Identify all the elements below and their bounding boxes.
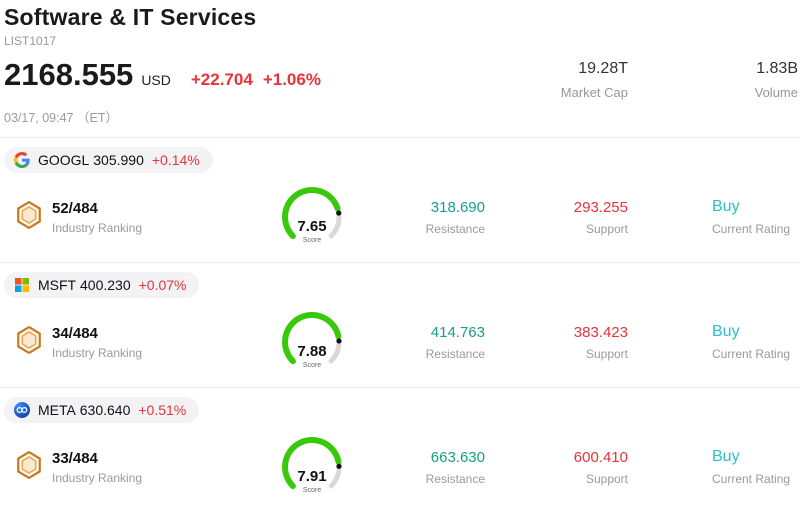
score-gauge: 7.91 Score [270, 434, 370, 500]
ticker-and-price: MSFT 400.230 [38, 277, 131, 293]
rating-cell[interactable]: Buy Current Rating [628, 448, 800, 486]
support-cell: 383.423 Support [485, 324, 628, 361]
header-stats: 19.28T Market Cap 1.83B Volume [418, 58, 800, 100]
rating-value: Buy [712, 198, 740, 215]
market-cap-label: Market Cap [560, 85, 628, 100]
ticker-change-percent: +0.51% [138, 402, 187, 418]
industry-ranking-cell: 52/484 Industry Ranking [16, 200, 270, 235]
score-label: Score [302, 237, 322, 244]
page: Software & IT Services LIST1017 2168.555… [0, 0, 800, 494]
price-change-percent: +1.06% [262, 70, 321, 89]
ticker-pill-googl[interactable]: GOOGL 305.990 +0.14% [4, 147, 213, 173]
score-gauge-arc [282, 187, 342, 240]
ranking-label: Industry Ranking [52, 220, 143, 235]
rating-label: Current Rating [712, 472, 791, 486]
resistance-value: 318.690 [430, 198, 485, 216]
google-logo-icon [14, 152, 30, 168]
support-label: Support [585, 471, 628, 486]
ranking-value: 34/484 [52, 324, 98, 342]
volume-stat: 1.83B Volume [628, 58, 800, 100]
resistance-cell: 663.630 Resistance [370, 449, 485, 486]
support-value: 600.410 [573, 448, 628, 466]
price-row: 2168.555 USD +22.704 +1.06% 19.28T Marke… [4, 57, 800, 101]
ticker-and-price: META 630.640 [38, 402, 131, 418]
ranking-badge-icon [16, 325, 42, 359]
score-gauge: 7.65 Score [270, 184, 370, 250]
score-gauge-arc [282, 437, 342, 490]
score-value: 7.88 [297, 343, 327, 360]
support-label: Support [585, 346, 628, 361]
resistance-value: 663.630 [430, 448, 485, 466]
meta-logo-icon [14, 402, 30, 418]
rating-cell[interactable]: Buy Current Rating [628, 323, 800, 361]
page-title: Software & IT Services [4, 4, 257, 30]
ranking-value: 33/484 [52, 449, 98, 467]
stock-row-meta[interactable]: META 630.640 +0.51% 33/484 Industry Rank… [0, 387, 800, 512]
ticker-pill-msft[interactable]: MSFT 400.230 +0.07% [4, 272, 200, 298]
ranking-label: Industry Ranking [52, 470, 143, 485]
score-value: 7.65 [297, 218, 327, 235]
support-cell: 600.410 Support [485, 449, 628, 486]
price-change: +22.704 [190, 70, 253, 89]
currency-label: USD [141, 72, 171, 88]
rating-cell[interactable]: Buy Current Rating [628, 198, 800, 236]
resistance-label: Resistance [425, 346, 485, 361]
industry-ranking-cell: 33/484 Industry Ranking [16, 450, 270, 485]
industry-ranking-cell: 34/484 Industry Ranking [16, 325, 270, 360]
rating-label: Current Rating [712, 222, 791, 236]
volume-value: 1.83B [756, 60, 798, 77]
index-price: 2168.555 [4, 57, 134, 92]
score-gauge: 7.88 Score [270, 309, 370, 375]
resistance-cell: 414.763 Resistance [370, 324, 485, 361]
ticker-change-percent: +0.14% [151, 152, 200, 168]
constituent-list: GOOGL 305.990 +0.14% 52/484 Industry Ran… [0, 137, 800, 512]
ticker-change-percent: +0.07% [138, 277, 187, 293]
resistance-label: Resistance [425, 471, 485, 486]
resistance-value: 414.763 [430, 323, 485, 341]
rating-label: Current Rating [712, 347, 791, 361]
resistance-cell: 318.690 Resistance [370, 199, 485, 236]
microsoft-logo-icon [14, 277, 30, 293]
support-value: 293.255 [573, 198, 628, 216]
market-cap-stat: 19.28T Market Cap [418, 58, 628, 100]
market-cap-value: 19.28T [578, 60, 628, 77]
ranking-value: 52/484 [52, 199, 98, 217]
score-label: Score [302, 487, 322, 494]
support-cell: 293.255 Support [485, 199, 628, 236]
ranking-label: Industry Ranking [52, 345, 143, 360]
rating-value: Buy [712, 448, 740, 465]
ticker-pill-meta[interactable]: META 630.640 +0.51% [4, 397, 200, 423]
score-label: Score [302, 362, 322, 369]
header: Software & IT Services LIST1017 2168.555… [0, 0, 800, 126]
score-gauge-arc [282, 312, 342, 365]
stock-row-msft[interactable]: MSFT 400.230 +0.07% 34/484 Industry Rank… [0, 262, 800, 387]
volume-label: Volume [754, 85, 798, 100]
ticker-and-price: GOOGL 305.990 [38, 152, 144, 168]
quote-timestamp: 03/17, 09:47 （ET） [4, 111, 118, 125]
list-id: LIST1017 [4, 34, 57, 48]
support-label: Support [585, 221, 628, 236]
support-value: 383.423 [573, 323, 628, 341]
ranking-badge-icon [16, 450, 42, 484]
resistance-label: Resistance [425, 221, 485, 236]
ranking-badge-icon [16, 200, 42, 234]
rating-value: Buy [712, 323, 740, 340]
stock-row-googl[interactable]: GOOGL 305.990 +0.14% 52/484 Industry Ran… [0, 137, 800, 262]
score-value: 7.91 [297, 468, 327, 485]
